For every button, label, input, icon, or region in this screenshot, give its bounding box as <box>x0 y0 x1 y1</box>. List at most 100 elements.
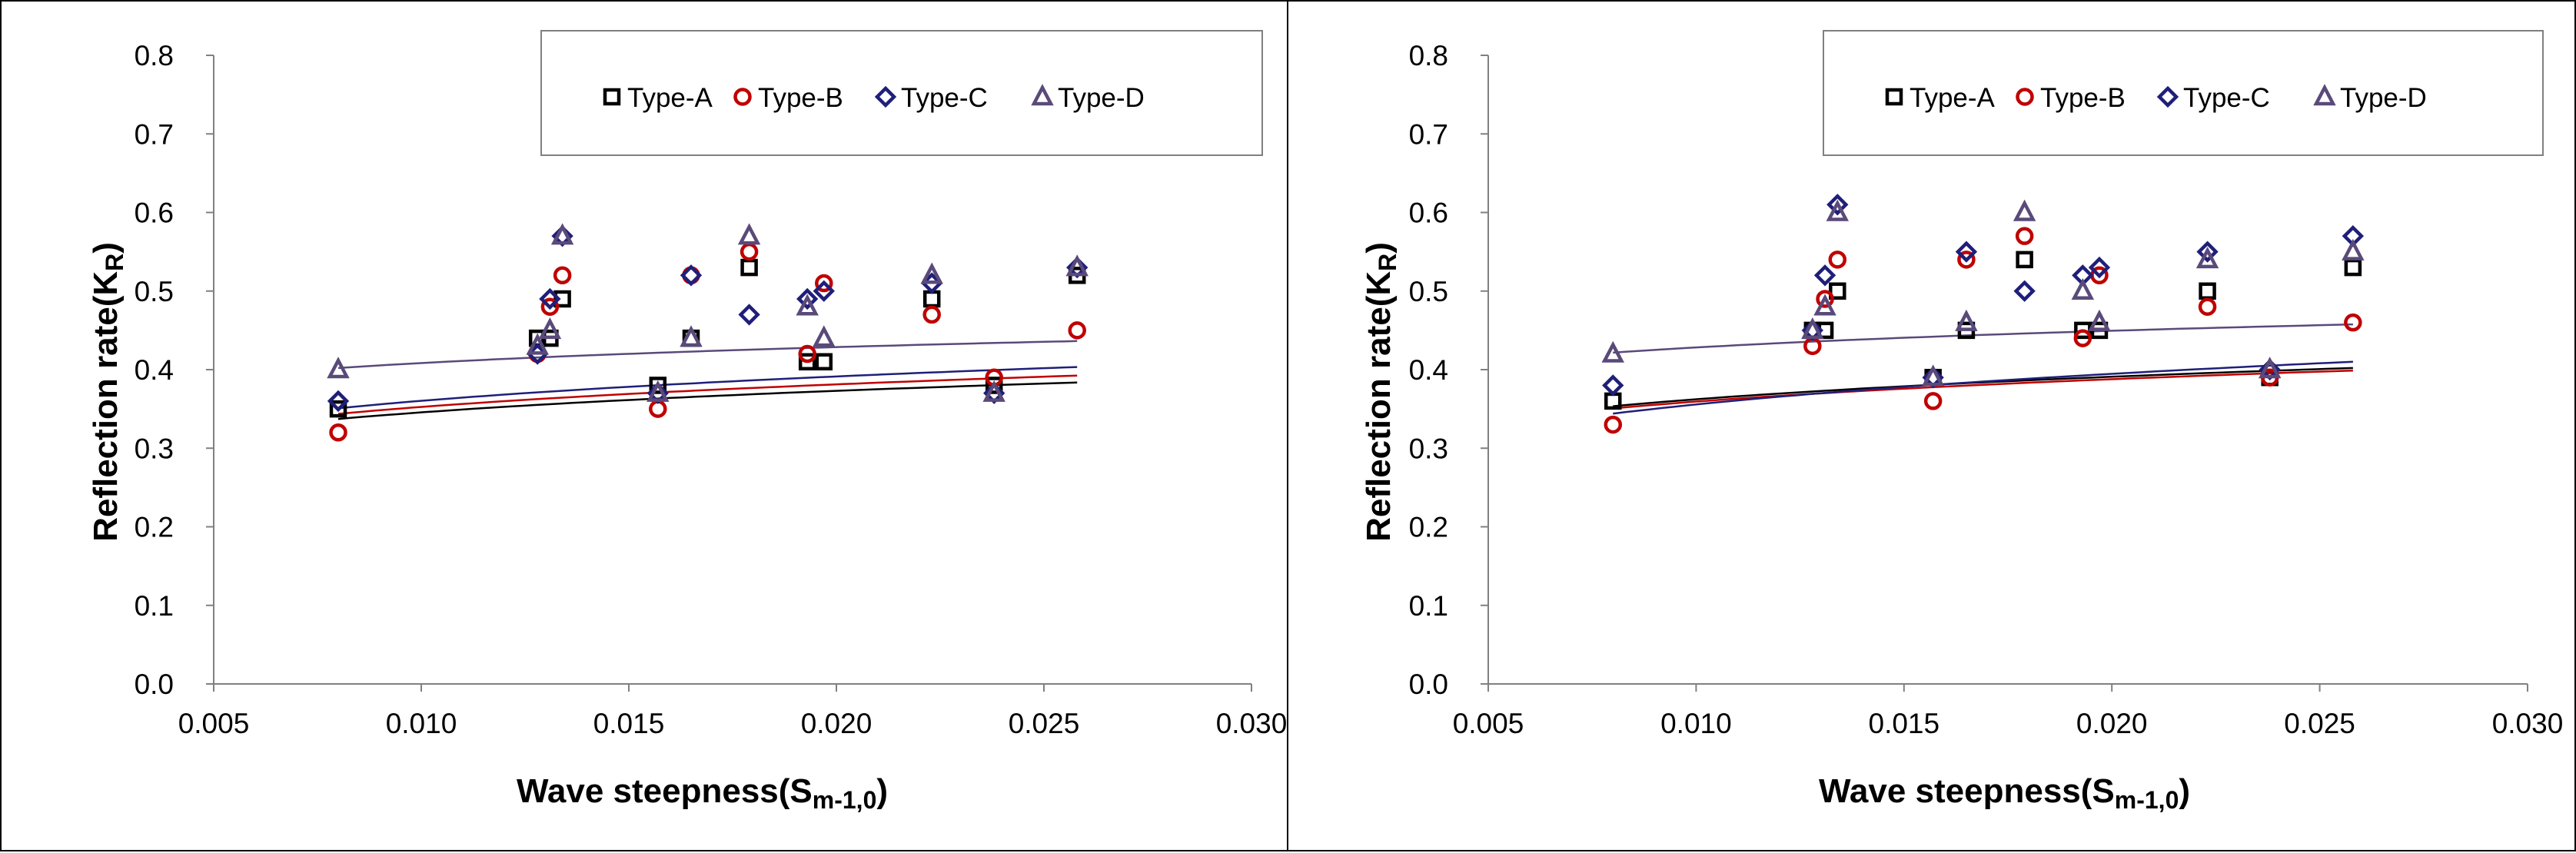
data-point-type-a <box>1829 282 1846 300</box>
y-tick-label: 0.4 <box>1409 354 1448 386</box>
chart-svg-right: 0.0 0.1 0.2 0.3 0.4 0.5 0.6 0.7 0.8 0.005 0.010 0.0… <box>1360 30 2564 814</box>
chart-panel-left: 0.0 0.1 0.2 0.3 0.4 0.5 0.6 0.7 0.8 0.005 0.010 0.0… <box>0 0 1288 851</box>
data-point-type-a <box>985 377 1003 394</box>
axes: 0.0 0.1 0.2 0.3 0.4 0.5 0.6 0.7 0.8 0.005 0.010 0.0… <box>1409 40 2564 739</box>
data-point-type-c <box>539 287 561 310</box>
x-tick-label: 0.025 <box>1009 708 1080 739</box>
data-point-type-b <box>1068 321 1086 340</box>
data-point-type-a <box>2199 282 2216 300</box>
legend-label: Type-C <box>901 83 988 113</box>
data-point-type-d <box>920 262 943 284</box>
data-point-type-d <box>680 325 703 347</box>
data-point-type-d <box>1601 340 1624 363</box>
y-tick-label: 0.5 <box>1409 276 1448 307</box>
legend-marker-type-c <box>2156 85 2179 108</box>
fit-curve-type-b <box>337 374 1078 415</box>
y-tick-label: 0.2 <box>135 512 174 543</box>
x-tick-label: 0.030 <box>2492 708 2564 739</box>
data-point-type-b <box>798 344 816 363</box>
data-point-type-a <box>798 353 816 371</box>
data-point-type-d <box>2071 277 2095 300</box>
data-point-type-d <box>2195 247 2219 269</box>
data-point-type-a <box>740 258 758 277</box>
legend: Type-A Type-B Type-C Type-D <box>540 30 1263 156</box>
data-point-type-b <box>1816 290 1834 308</box>
data-point-type-d <box>526 333 549 355</box>
data-point-type-d <box>982 380 1005 402</box>
y-tick-label: 0.1 <box>1409 590 1448 622</box>
data-point-type-b <box>2015 227 2034 245</box>
data-point-type-c <box>1813 264 1836 287</box>
fit-curve-type-a <box>337 381 1078 420</box>
data-point-type-a <box>553 290 571 308</box>
y-tick-label: 0.3 <box>135 433 174 464</box>
x-axis-title: Wave steepness(Sm-1,0) <box>517 772 888 814</box>
legend-label: Type-C <box>2183 83 2270 113</box>
legend-label: Type-A <box>627 83 713 113</box>
data-point-type-d <box>1921 364 1945 387</box>
y-tick-label: 0.4 <box>135 354 174 386</box>
data-point-type-d <box>737 223 761 245</box>
x-tick-label: 0.010 <box>386 708 457 739</box>
x-axis-title: Wave steepness(Sm-1,0) <box>1819 772 2190 814</box>
legend-label: Type-D <box>1058 83 1145 113</box>
legend-marker-type-d <box>2313 84 2336 106</box>
data-point-type-b <box>1923 392 1943 410</box>
fit-curve-type-c <box>337 366 1078 410</box>
data-point-type-a <box>329 400 347 418</box>
data-point-type-d <box>1801 317 1824 340</box>
y-tick-label: 0.0 <box>135 669 174 700</box>
x-tick-label: 0.005 <box>1453 708 1524 739</box>
data-point-type-b <box>1828 251 1847 269</box>
legend-label: Type-B <box>758 83 843 113</box>
x-tick-label: 0.010 <box>1660 708 1732 739</box>
x-tick-label: 0.005 <box>178 708 250 739</box>
legend-label: Type-D <box>2340 83 2427 113</box>
data-point-type-c <box>813 280 835 302</box>
data-point-type-d <box>646 380 670 402</box>
x-tick-label: 0.015 <box>593 708 665 739</box>
y-tick-label: 0.6 <box>135 197 174 229</box>
data-point-type-c <box>2013 280 2036 302</box>
legend-label: Type-A <box>1910 83 1996 113</box>
data-point-type-b <box>553 266 572 285</box>
y-tick-label: 0.1 <box>135 590 174 622</box>
data-point-type-b <box>540 297 560 316</box>
legend-box <box>540 30 1263 156</box>
data-point-type-b <box>2198 297 2217 316</box>
data-point-type-c <box>1826 194 1849 216</box>
fit-curves <box>337 340 1078 420</box>
y-tick-label: 0.2 <box>1409 512 1448 543</box>
data-point-type-a <box>2016 251 2033 269</box>
legend-marker-type-b <box>733 88 752 106</box>
data-point-type-c <box>327 390 350 413</box>
data-point-type-d <box>2013 199 2036 221</box>
x-tick-label: 0.030 <box>1216 708 1287 739</box>
y-tick-label: 0.8 <box>1409 40 1448 71</box>
data-point-type-d <box>813 325 836 347</box>
y-axis-title: Reflection rate(KR) <box>87 242 128 542</box>
data-point-type-a <box>815 353 833 371</box>
data-point-type-a <box>649 377 667 394</box>
data-point-type-b <box>2344 313 2362 332</box>
y-tick-label: 0.7 <box>135 118 174 150</box>
fit-curve-type-d <box>337 340 1078 370</box>
y-tick-label: 0.5 <box>135 276 174 307</box>
data-point-type-b <box>2073 329 2092 347</box>
data-point-type-d <box>2258 357 2282 379</box>
data-point-type-d <box>2342 238 2365 261</box>
data-point-type-d <box>2088 309 2111 331</box>
fit-curve-type-c <box>1613 360 2353 415</box>
data-points <box>1601 194 2365 434</box>
data-point-type-c <box>796 287 819 310</box>
data-point-type-c <box>1602 374 1624 397</box>
chart-panel-right: 0.0 0.1 0.2 0.3 0.4 0.5 0.6 0.7 0.8 0.005 0.010 0.0… <box>1287 0 2576 851</box>
data-point-type-b <box>1957 251 1976 269</box>
x-tick-label: 0.020 <box>2076 708 2148 739</box>
data-point-type-d <box>1826 199 1849 221</box>
legend: Type-A Type-B Type-C Type-D <box>1823 30 2544 156</box>
data-point-type-d <box>1955 309 1978 331</box>
data-point-type-c <box>680 264 703 287</box>
legend-label: Type-B <box>2040 83 2126 113</box>
